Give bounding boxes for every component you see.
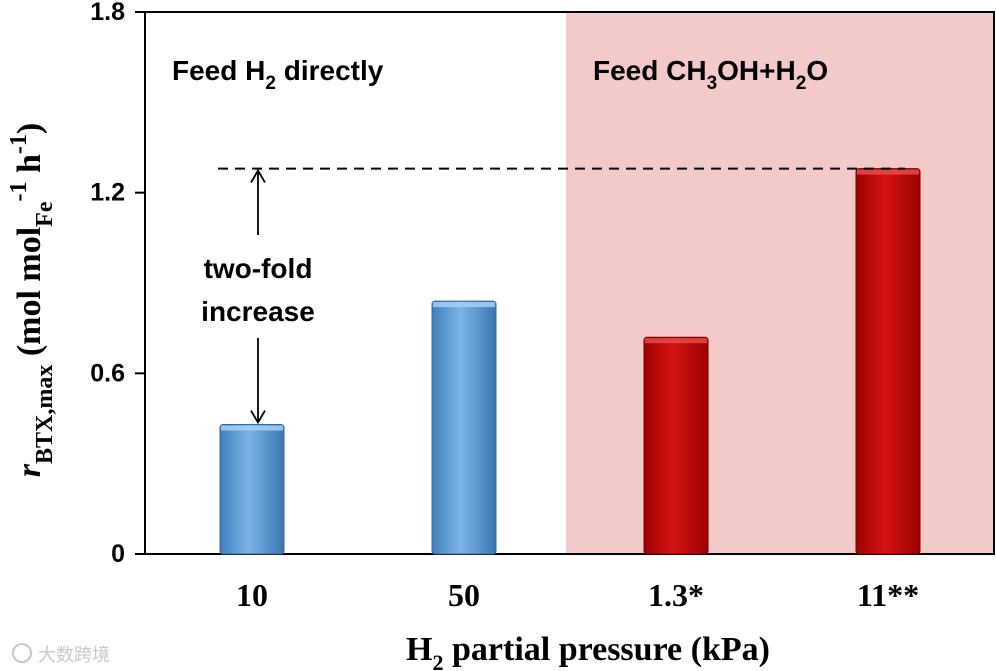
- plot-frame: [144, 11, 995, 555]
- two-fold-arrow: [250, 168, 266, 425]
- bar-top-bevel: [645, 338, 707, 344]
- bar-50: [431, 300, 497, 555]
- bar-13: [643, 336, 709, 555]
- bar-11: [855, 168, 921, 555]
- x-tick-label: 10: [236, 577, 268, 613]
- watermark-text: 大数跨境: [38, 645, 110, 665]
- region-label-direct-h2: Feed H2 directly: [172, 55, 384, 94]
- y-tick-label: 1.8: [90, 0, 125, 26]
- annotation-line1: two-fold: [204, 253, 313, 284]
- region-label-methanol-water: Feed CH3OH+H2O: [593, 55, 828, 94]
- bar-top-bevel: [857, 169, 919, 175]
- y-tick-label: 0: [111, 540, 125, 568]
- bar-10: [219, 424, 285, 555]
- x-axis-category-labels: 10 50 1.3* 11**: [236, 577, 919, 613]
- bar-top-bevel: [221, 425, 283, 431]
- region-methanol-water-shade: [566, 12, 994, 554]
- x-tick-label: 11**: [857, 577, 919, 613]
- x-axis-title: H2 partial pressure (kPa): [406, 631, 770, 671]
- x-tick-label: 50: [448, 577, 480, 613]
- watermark-logo-icon: [12, 643, 32, 663]
- bar-series: [219, 168, 921, 555]
- y-tick-label: 0.6: [90, 359, 125, 387]
- watermark: 大数跨境: [12, 643, 110, 665]
- y-axis-ticks: 0 0.6 1.2 1.8: [90, 0, 145, 568]
- y-axis-title: rBTX,max (mol molFe-1 h-1): [6, 123, 58, 478]
- y-tick-label: 1.2: [90, 179, 125, 207]
- bar-top-bevel: [433, 302, 495, 308]
- annotation-line2: increase: [201, 296, 315, 327]
- x-tick-label: 1.3*: [648, 577, 704, 613]
